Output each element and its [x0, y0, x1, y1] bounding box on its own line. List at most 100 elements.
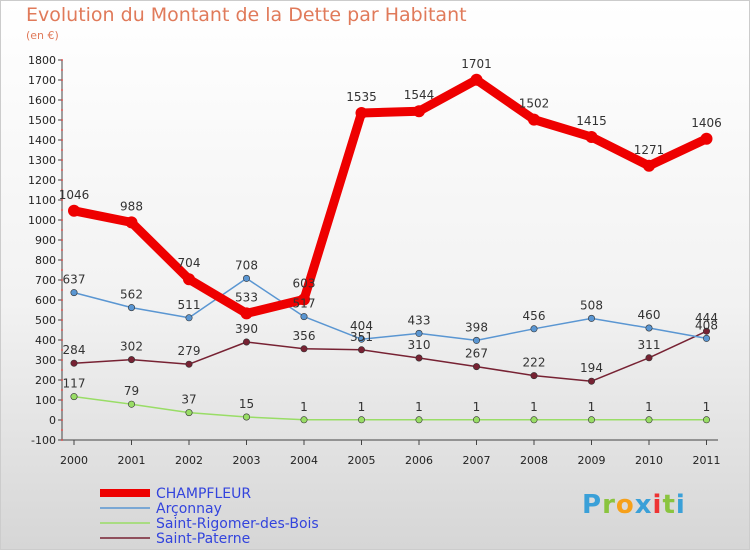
- data-point: [700, 132, 713, 145]
- data-point: [415, 354, 423, 362]
- x-tick-label: 2006: [405, 454, 433, 467]
- logo-letter: i: [652, 490, 663, 520]
- y-minor-tick: [61, 349, 63, 351]
- x-tick-label: 2010: [635, 454, 663, 467]
- logo-letter: o: [615, 490, 635, 520]
- logo-letter: i: [675, 490, 686, 520]
- y-minor-tick: [61, 179, 63, 181]
- data-point: [587, 416, 595, 424]
- data-label: 1544: [404, 88, 435, 102]
- y-minor-tick: [61, 429, 63, 431]
- data-label: 1: [300, 400, 308, 414]
- y-minor-tick: [61, 139, 63, 141]
- data-point: [70, 289, 78, 297]
- y-minor-tick: [61, 89, 63, 91]
- data-label: 356: [293, 329, 316, 343]
- y-minor-tick: [61, 409, 63, 411]
- y-minor-tick: [61, 219, 63, 221]
- y-tick-label: 1500: [28, 114, 56, 127]
- x-tick-label: 2009: [578, 454, 606, 467]
- y-tick-label: 1600: [28, 94, 56, 107]
- data-label: 1: [703, 400, 711, 414]
- data-point: [128, 356, 136, 364]
- data-label: 1271: [634, 143, 665, 157]
- data-label: 1406: [691, 116, 722, 130]
- data-label: 1: [530, 400, 538, 414]
- y-minor-tick: [61, 159, 63, 161]
- y-minor-tick: [61, 199, 63, 201]
- y-minor-tick: [61, 119, 63, 121]
- y-tick-label: -100: [31, 434, 56, 447]
- data-label: 1: [358, 400, 366, 414]
- legend-label: Saint-Paterne: [156, 531, 250, 547]
- data-label: 222: [523, 356, 546, 370]
- data-label: 1535: [346, 90, 377, 104]
- data-point: [530, 416, 538, 424]
- y-minor-tick: [61, 59, 63, 61]
- data-labels: 284 302 279 390 356 351 310 267 222 194 311 444 117 7…: [59, 57, 722, 414]
- x-tick-label: 2005: [348, 454, 376, 467]
- data-point: [472, 363, 480, 371]
- data-point: [530, 372, 538, 380]
- y-minor-tick: [61, 69, 63, 71]
- y-minor-tick: [61, 389, 63, 391]
- page-title: Evolution du Montant de la Dette par Hab…: [26, 4, 467, 26]
- data-point: [702, 334, 710, 342]
- data-point: [530, 325, 538, 333]
- data-point: [183, 273, 195, 286]
- data-point: [128, 304, 136, 312]
- y-minor-tick: [61, 439, 63, 441]
- x-tick-label: 2003: [233, 454, 261, 467]
- data-point: [357, 346, 365, 354]
- data-point: [70, 359, 78, 367]
- data-point: [413, 105, 425, 118]
- data-point: [702, 416, 710, 424]
- y-minor-tick: [61, 279, 63, 281]
- data-label: 1: [588, 400, 596, 414]
- y-tick-label: 800: [35, 254, 56, 267]
- data-label: 310: [408, 338, 431, 352]
- y-minor-tick: [61, 329, 63, 331]
- data-point: [243, 274, 251, 282]
- data-label: 390: [235, 322, 258, 336]
- data-point: [185, 314, 193, 322]
- chart-axes: -100 0 100 200 300 400 500 600 700 800 900 1000 1100…: [28, 54, 721, 467]
- y-tick-label: 0: [49, 414, 56, 427]
- y-tick-label: 300: [35, 354, 56, 367]
- y-minor-tick: [61, 359, 63, 361]
- data-label: 1: [415, 400, 423, 414]
- y-minor-tick: [61, 99, 63, 101]
- y-tick-label: 1300: [28, 154, 56, 167]
- data-point: [300, 345, 308, 353]
- data-point: [470, 73, 483, 86]
- y-minor-tick: [61, 169, 63, 171]
- series-line-saint-rigomer-des-bois: [73, 395, 708, 421]
- data-point: [300, 313, 308, 321]
- data-point: [68, 204, 80, 217]
- data-label: 988: [120, 199, 143, 213]
- data-point: [240, 307, 253, 320]
- data-label: 302: [120, 340, 143, 354]
- y-tick-label: 100: [35, 394, 56, 407]
- data-point: [185, 409, 193, 417]
- data-label: 1: [473, 400, 481, 414]
- data-label: 1701: [461, 57, 492, 71]
- y-minor-tick: [61, 299, 63, 301]
- logo-letter: P: [582, 490, 603, 520]
- data-label: 279: [178, 344, 201, 358]
- data-label: 444: [695, 311, 718, 325]
- data-point: [298, 293, 310, 306]
- y-minor-tick: [61, 109, 63, 111]
- data-label: 117: [63, 377, 86, 391]
- y-minor-tick: [61, 129, 63, 131]
- data-label: 637: [63, 273, 86, 287]
- data-label: 456: [523, 309, 546, 323]
- data-label: 1046: [59, 188, 90, 202]
- data-point: [702, 327, 710, 335]
- data-label: 704: [178, 256, 201, 270]
- y-tick-label: 500: [35, 314, 56, 327]
- data-point: [585, 131, 598, 143]
- data-point: [300, 416, 308, 424]
